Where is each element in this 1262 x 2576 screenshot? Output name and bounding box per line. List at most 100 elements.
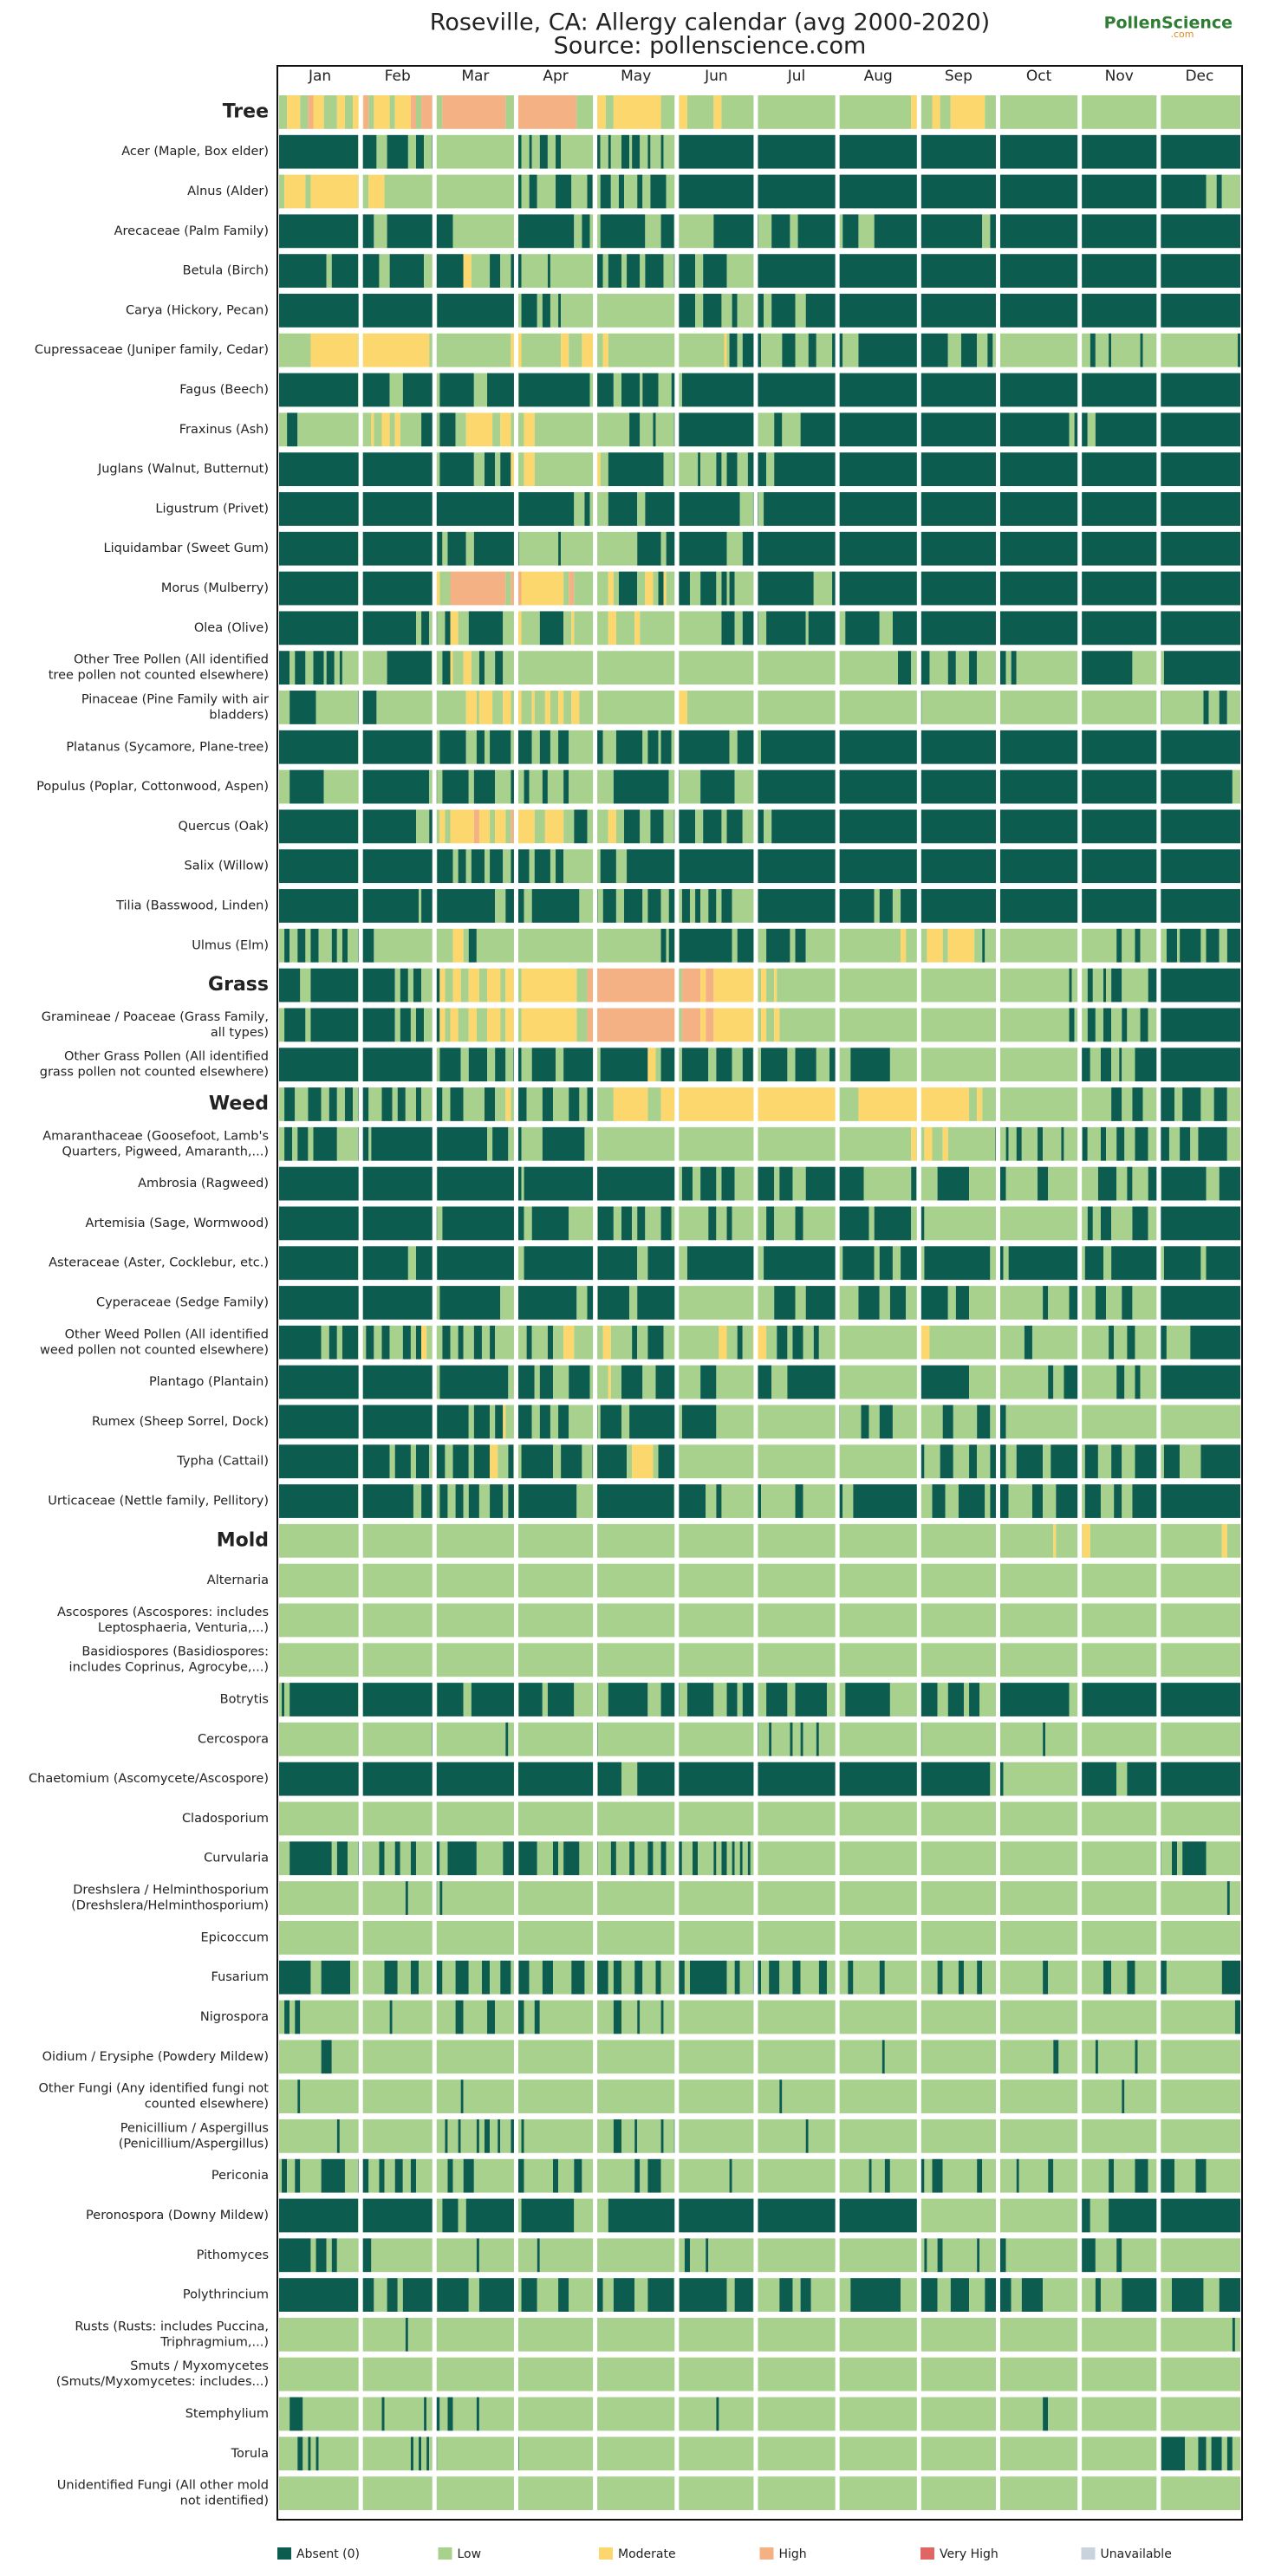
heat-cell [563, 571, 569, 606]
month-label: Nov [1105, 68, 1134, 85]
heat-cell [505, 1087, 511, 1121]
heat-cell [478, 2278, 517, 2312]
heat-cell [547, 134, 556, 169]
heat-cell [368, 174, 385, 209]
row-label: Ulmus (Elm) [192, 938, 269, 952]
heat-cell [563, 1841, 580, 1876]
heat-cell [476, 2238, 479, 2273]
heat-cell [655, 1365, 677, 1399]
heat-cell [284, 1087, 296, 1121]
heat-cell [595, 373, 614, 407]
heat-cell [563, 809, 575, 844]
heat-cell [613, 373, 621, 407]
heat-cell [571, 1960, 585, 1995]
heat-cell [584, 1126, 912, 1161]
heat-cell [1100, 1048, 1112, 1082]
heat-cell [361, 134, 377, 169]
heat-cell [666, 571, 677, 606]
heat-cell [442, 1881, 1227, 1915]
heat-cell [676, 1405, 682, 1439]
heat-cell [724, 333, 727, 367]
heat-cell [434, 2198, 443, 2233]
heat-cell [837, 1206, 869, 1241]
heat-cell [279, 2158, 283, 2193]
heat-cell [932, 95, 940, 129]
heat-cell [755, 1008, 762, 1042]
heat-cell [368, 2158, 380, 2193]
heat-cell [336, 1325, 342, 1359]
heat-cell [742, 1325, 753, 1359]
heat-cell [329, 1087, 337, 1121]
heat-cell [434, 1048, 440, 1082]
heat-cell [634, 2278, 648, 2312]
heat-cell [526, 1087, 543, 1121]
heat-cell [279, 2080, 298, 2113]
row-label: Ligustrum (Privet) [155, 502, 269, 516]
heat-cell [434, 1444, 446, 1479]
heat-cell [534, 452, 595, 487]
heat-cell [937, 2278, 951, 2312]
heat-cell [782, 412, 801, 447]
heat-cell [795, 1286, 806, 1320]
heat-cell [458, 611, 469, 646]
heat-cell [492, 1126, 509, 1161]
heat-cell [597, 1286, 630, 1320]
heat-cell [1109, 333, 1112, 367]
heat-cell [471, 651, 479, 685]
heat-cell [419, 2436, 422, 2471]
heat-cell [990, 214, 1240, 249]
row-label: tree pollen not counted elsewhere) [49, 669, 269, 683]
heat-cell [439, 1286, 501, 1320]
heat-cell [1127, 1166, 1133, 1201]
heat-cell [521, 254, 548, 289]
heat-cell [1166, 1325, 1191, 1359]
heat-cell [1140, 928, 1167, 963]
heat-cell [289, 1683, 359, 1716]
heat-cell [1219, 928, 1227, 963]
heat-cell [550, 730, 559, 764]
heat-cell [1190, 1126, 1199, 1161]
heat-cell [805, 1286, 838, 1320]
heat-cell [1132, 1166, 1148, 1201]
heat-cell [421, 2436, 427, 2471]
heat-cell [336, 2238, 361, 2273]
heat-cell [800, 412, 1070, 447]
heat-cell [484, 2119, 491, 2153]
heat-cell [445, 611, 451, 646]
heat-cell [595, 1048, 601, 1082]
heat-cell [1180, 928, 1201, 963]
heat-cell [300, 2000, 390, 2034]
heat-cell [1111, 1206, 1133, 1241]
heat-cell [521, 333, 562, 367]
heat-cell [576, 968, 588, 1002]
heat-cell [666, 928, 669, 963]
heat-cell [437, 2436, 517, 2471]
legend-label: Unavailable [1101, 2547, 1172, 2561]
legend-label: Absent (0) [296, 2547, 360, 2561]
heat-cell [777, 1325, 788, 1359]
heat-cell [279, 1444, 359, 1479]
heat-cell [574, 611, 608, 646]
heat-cell [1016, 1126, 1022, 1161]
heat-cell [323, 651, 327, 685]
heat-cell [766, 611, 806, 646]
heat-cell [434, 571, 440, 606]
heat-cell [977, 2158, 983, 2193]
heat-cell [516, 95, 577, 129]
heat-cell [942, 928, 948, 963]
row-label: Acer (Maple, Box elder) [121, 145, 269, 159]
heat-cell [521, 691, 532, 724]
heat-cell [1161, 174, 1207, 209]
heat-cell [1216, 174, 1222, 209]
heat-cell [539, 1405, 550, 1439]
heat-cell [468, 1008, 477, 1042]
heat-cell [434, 95, 443, 129]
heat-cell [734, 1166, 756, 1201]
heat-cell [726, 809, 743, 844]
heat-cell [495, 2000, 517, 2034]
heat-cell [1182, 1841, 1207, 1876]
heat-cell [706, 2238, 709, 2273]
heat-cell [837, 1048, 851, 1082]
heat-cell [663, 809, 674, 844]
heat-cell [919, 1246, 925, 1281]
